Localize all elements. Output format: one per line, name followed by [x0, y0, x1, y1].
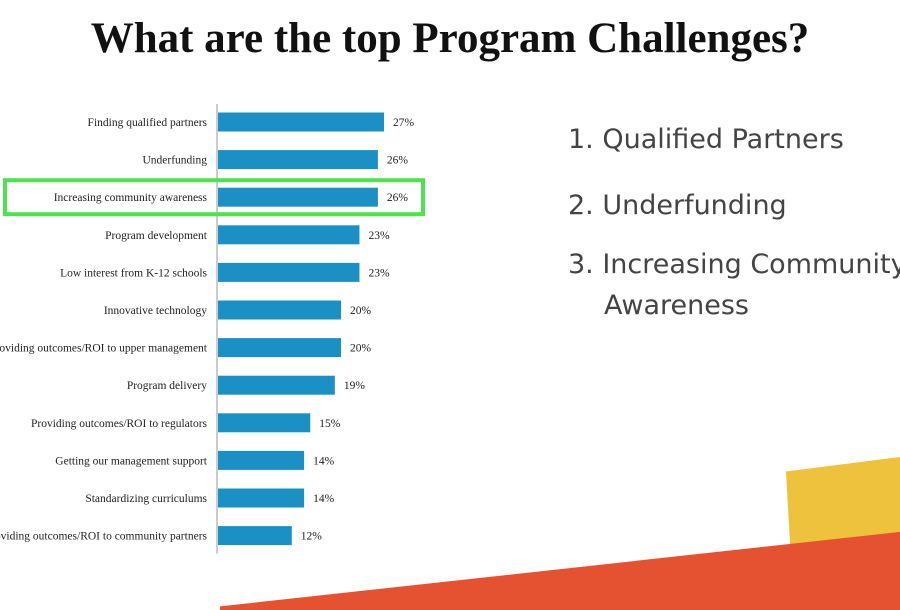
category-label: Program development: [105, 230, 208, 242]
slide-title: What are the top Program Challenges?: [90, 15, 810, 62]
category-label: Providing outcomes/ROI to community part…: [0, 531, 208, 543]
data-label: 14%: [313, 455, 335, 467]
summary-item-2: 2. Underfunding: [568, 190, 787, 221]
data-label: 20%: [350, 305, 372, 317]
summary-item-1: 1. Qualified Partners: [568, 124, 844, 155]
category-label: Getting our management support: [55, 455, 208, 467]
data-label: 15%: [319, 418, 341, 430]
data-label: 26%: [387, 155, 409, 167]
bar: [218, 112, 385, 132]
category-label: Finding qualified partners: [88, 117, 208, 129]
bar: [218, 187, 378, 207]
data-label: 12%: [301, 531, 323, 543]
bar: [218, 413, 311, 433]
bar: [218, 450, 305, 470]
category-label: Providing outcomes/ROI to regulators: [31, 418, 208, 430]
bar: [218, 526, 292, 546]
bar: [218, 262, 360, 282]
data-label: 23%: [368, 230, 390, 242]
highlight-box: [3, 178, 425, 217]
bar: [218, 150, 378, 170]
data-label: 20%: [350, 343, 372, 355]
category-label: Underfunding: [142, 155, 207, 167]
category-label: Providing outcomes/ROI to upper manageme…: [0, 343, 208, 355]
bar: [218, 375, 335, 395]
bar: [218, 338, 341, 358]
summary-item-3-line2: Awareness: [604, 290, 749, 321]
bar: [218, 488, 305, 508]
summary-item-3-line1: 3. Increasing Community: [568, 249, 900, 280]
category-label: Program delivery: [127, 380, 207, 392]
data-label: 26%: [387, 192, 409, 204]
category-label: Innovative technology: [104, 305, 207, 317]
category-label: Standardizing curriculums: [85, 493, 207, 505]
data-label: 14%: [313, 493, 335, 505]
bar: [218, 300, 341, 320]
category-label: Low interest from K-12 schools: [60, 267, 207, 279]
data-label: 23%: [368, 267, 390, 279]
category-label: Increasing community awareness: [54, 192, 208, 204]
data-label: 27%: [393, 117, 415, 129]
bar: [218, 225, 360, 245]
data-label: 19%: [344, 380, 366, 392]
